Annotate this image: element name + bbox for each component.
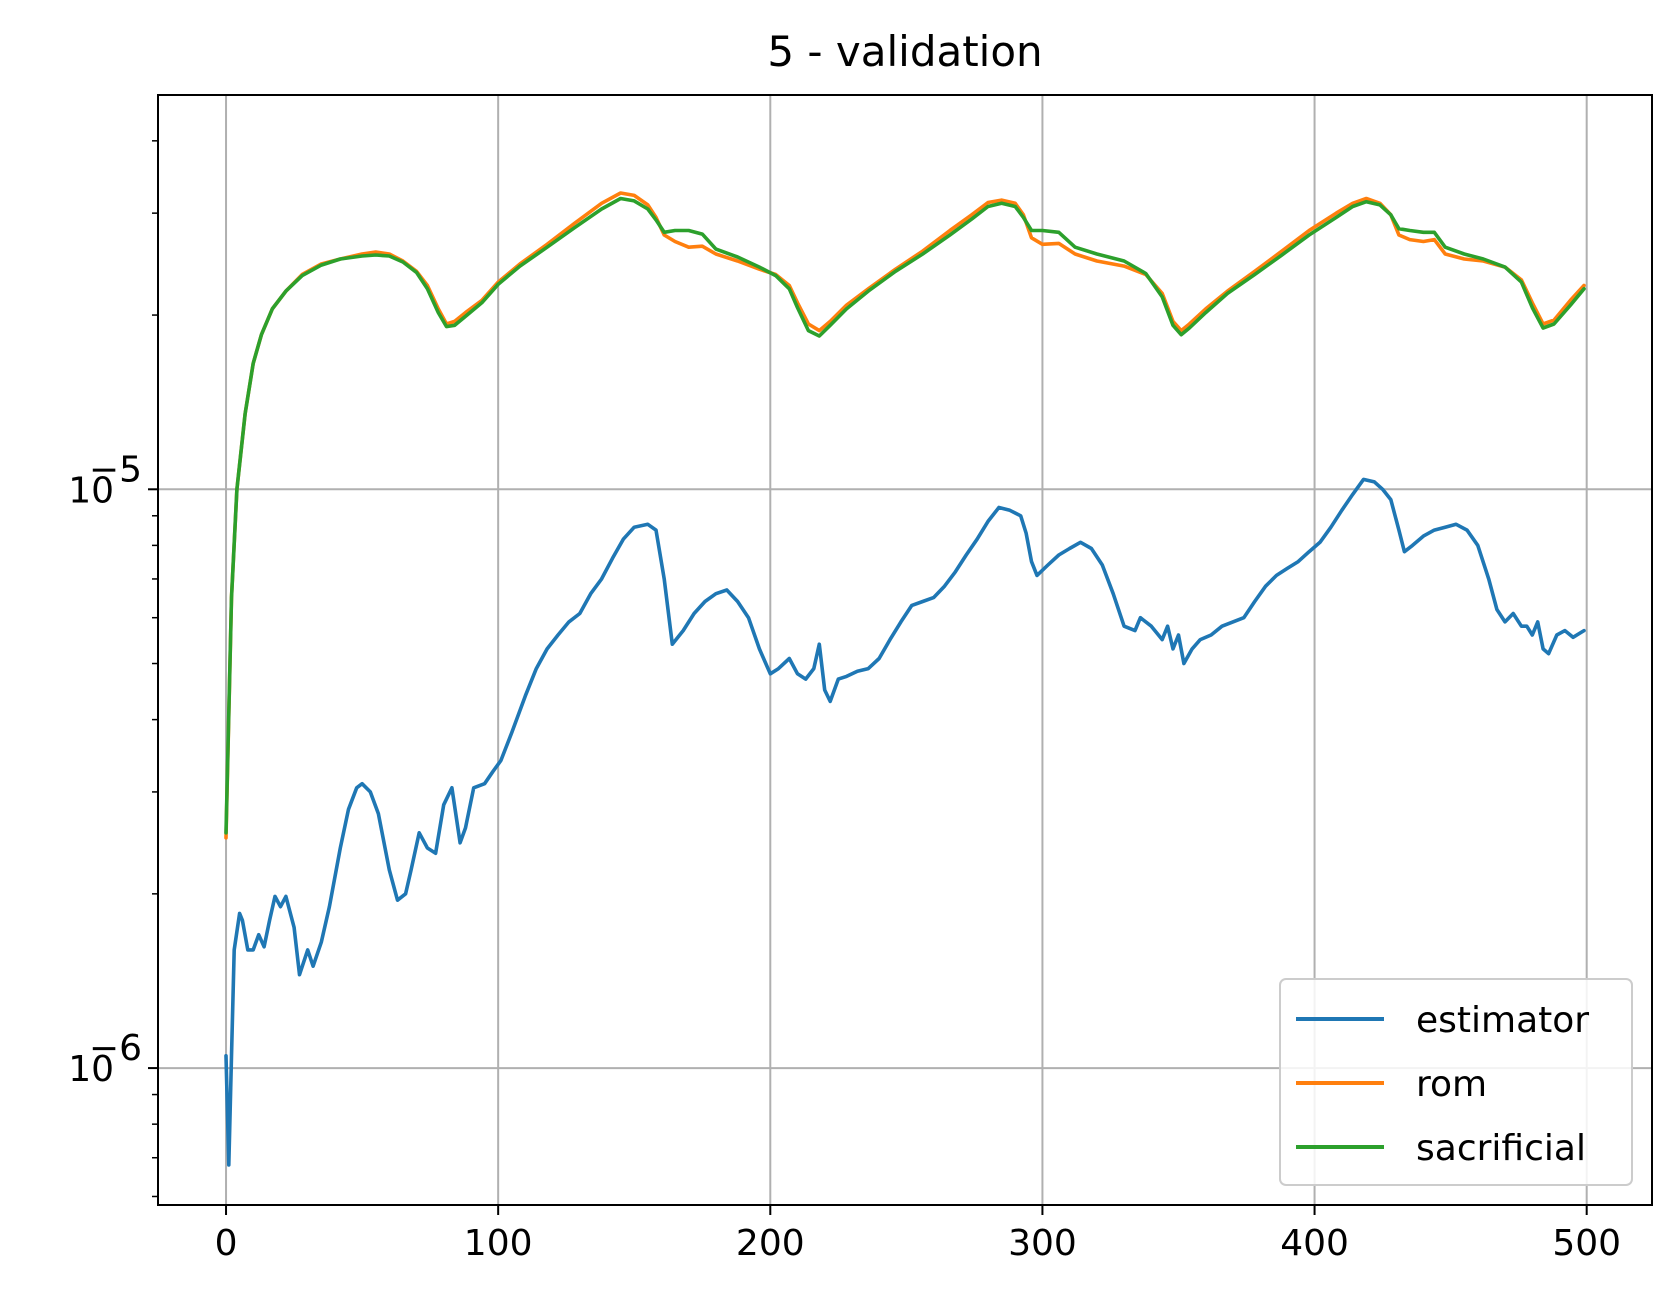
legend: estimator rom sacrificial: [1280, 979, 1632, 1185]
legend-label-estimator: estimator: [1416, 1000, 1589, 1041]
x-tick-label: 100: [464, 1223, 533, 1264]
x-tick-label: 200: [736, 1223, 805, 1264]
x-tick-label: 0: [215, 1223, 238, 1264]
y-tick-exponent: −6: [89, 1028, 142, 1069]
chart-title: 5 - validation: [767, 27, 1042, 76]
x-tick-label: 300: [1008, 1223, 1077, 1264]
legend-label-sacrificial: sacrificial: [1416, 1128, 1586, 1169]
x-tick-label: 500: [1552, 1223, 1621, 1264]
y-tick-exponent: −5: [89, 449, 142, 490]
x-tick-label: 400: [1280, 1223, 1349, 1264]
legend-label-rom: rom: [1416, 1064, 1487, 1105]
